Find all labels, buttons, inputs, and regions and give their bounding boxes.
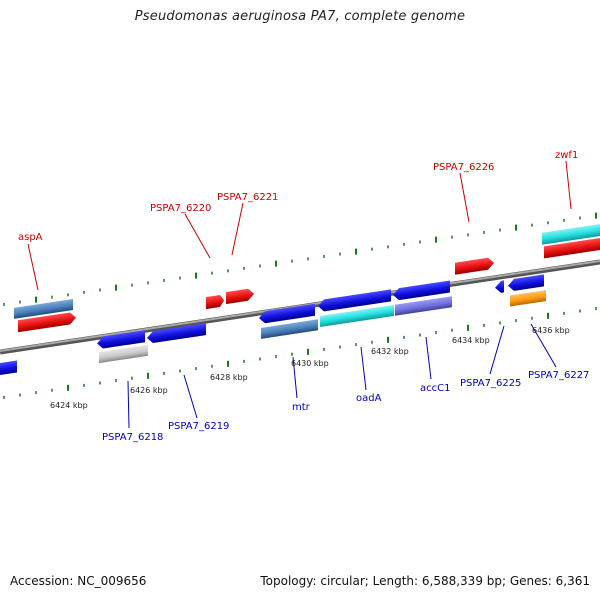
leader-zwf1 bbox=[565, 160, 572, 210]
gene-aspA[interactable] bbox=[18, 312, 76, 333]
leader-PSPA7_6227 bbox=[530, 323, 557, 368]
scale-label-6424: 6424 kbp bbox=[50, 401, 88, 410]
scale-label-6426: 6426 kbp bbox=[130, 386, 168, 395]
label-zwf1[interactable]: zwf1 bbox=[555, 150, 578, 161]
gene-PSPA7_6225[interactable] bbox=[495, 280, 504, 293]
scale-label-6436: 6436 kbp bbox=[532, 326, 570, 335]
map-title: Pseudomonas aeruginosa PA7, complete gen… bbox=[134, 9, 466, 24]
scale-label-6430: 6430 kbp bbox=[291, 359, 329, 368]
leader-PSPA7_6225 bbox=[489, 325, 505, 375]
label-PSPA7_6219[interactable]: PSPA7_6219 bbox=[168, 421, 229, 432]
gene-PSPA7_6219[interactable] bbox=[147, 323, 206, 344]
gene-aspA-feature[interactable] bbox=[14, 299, 73, 319]
label-PSPA7_6225[interactable]: PSPA7_6225 bbox=[460, 378, 521, 389]
genome-backbone-highlight bbox=[0, 260, 600, 352]
label-PSPA7_6227[interactable]: PSPA7_6227 bbox=[528, 370, 589, 381]
reverse-strand-ticks bbox=[3, 307, 597, 399]
label-PSPA7_6218[interactable]: PSPA7_6218 bbox=[102, 432, 163, 443]
gene-PSPA7_6221[interactable] bbox=[226, 288, 254, 305]
leader-aspA bbox=[27, 243, 39, 291]
gene-PSPA7_6218[interactable] bbox=[97, 330, 145, 349]
scale-label-6434: 6434 kbp bbox=[452, 336, 490, 345]
accession-text: Accession: NC_009656 bbox=[10, 574, 147, 588]
gene-PSPA7_6227[interactable] bbox=[508, 274, 544, 291]
scale-label-6428: 6428 kbp bbox=[210, 373, 248, 382]
label-aspA[interactable]: aspA bbox=[18, 232, 43, 243]
gene-PSPA7_6227-feature[interactable] bbox=[510, 290, 546, 307]
label-PSPA7_6220[interactable]: PSPA7_6220 bbox=[150, 203, 211, 214]
gene-zwf1-feature[interactable] bbox=[542, 224, 600, 245]
gene-mtr[interactable] bbox=[259, 303, 315, 324]
label-accC1[interactable]: accC1 bbox=[420, 383, 450, 394]
leader-PSPA7_6218 bbox=[127, 380, 130, 429]
label-mtr[interactable]: mtr bbox=[292, 402, 311, 413]
leader-oadA bbox=[360, 346, 367, 391]
gene-oadA[interactable] bbox=[318, 289, 391, 312]
gene-oadA-feature[interactable] bbox=[320, 304, 394, 328]
gene-mtr-feature[interactable] bbox=[261, 319, 318, 339]
label-oadA[interactable]: oadA bbox=[356, 393, 382, 404]
gene-PSPA7_6220[interactable] bbox=[206, 294, 224, 310]
gene-zwf1[interactable] bbox=[544, 238, 600, 259]
genome-summary-text: Topology: circular; Length: 6,588,339 bp… bbox=[260, 574, 590, 588]
leader-PSPA7_6221 bbox=[231, 202, 244, 256]
leader-PSPA7_6226 bbox=[459, 172, 470, 223]
gene-accC1[interactable] bbox=[393, 280, 450, 302]
leader-mtr bbox=[292, 356, 298, 399]
scale-label-6432: 6432 kbp bbox=[371, 347, 409, 356]
label-PSPA7_6226[interactable]: PSPA7_6226 bbox=[433, 162, 494, 173]
gene-PSPA7_6226[interactable] bbox=[455, 257, 494, 275]
forward-strand-ticks bbox=[3, 212, 597, 306]
gene-accC1-feature[interactable] bbox=[395, 296, 452, 316]
gene-left-partial[interactable] bbox=[0, 360, 17, 375]
gene-PSPA7_6218-feature[interactable] bbox=[99, 344, 148, 364]
leader-accC1 bbox=[425, 336, 432, 380]
leader-PSPA7_6220 bbox=[184, 213, 211, 259]
leader-PSPA7_6219 bbox=[183, 374, 198, 419]
label-PSPA7_6221[interactable]: PSPA7_6221 bbox=[217, 192, 278, 203]
